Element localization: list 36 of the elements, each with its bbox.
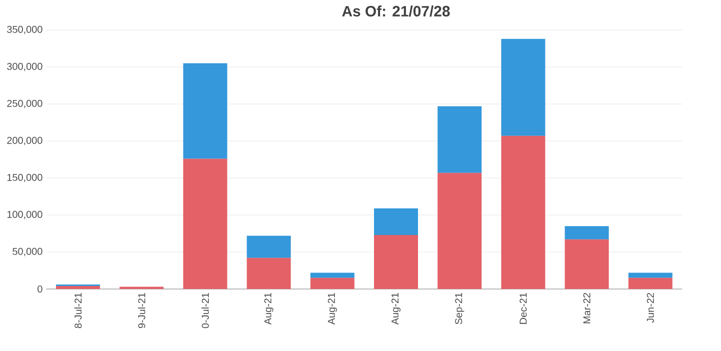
bar	[438, 172, 482, 289]
bar	[501, 136, 546, 289]
x-tick-label: Sep-21	[455, 293, 464, 324]
y-tick-label: 100,000	[7, 210, 42, 220]
y-tick-label: 150,000	[7, 174, 42, 182]
x-tick-label: Aug-21	[391, 293, 401, 325]
x-tick-label: 0-Jul-21	[202, 293, 209, 328]
bar	[564, 239, 609, 289]
bar	[310, 272, 354, 278]
y-tick-label: 300,000	[7, 62, 42, 72]
bar	[628, 278, 672, 289]
y-tick-label: 200,000	[7, 136, 42, 146]
x-tick-label: Aug-21	[264, 293, 274, 325]
bar	[183, 63, 228, 159]
chart-title: As Of: 21/07/28	[342, 6, 450, 17]
bar	[564, 226, 609, 240]
bar	[246, 236, 291, 258]
y-tick-label: 250,000	[7, 100, 42, 108]
bar	[628, 272, 672, 278]
bar	[501, 38, 546, 136]
bar	[310, 278, 354, 289]
y-tick-label: 50,000	[12, 248, 42, 256]
x-tick-label: Dec-21	[520, 293, 527, 324]
bar	[246, 258, 291, 289]
x-tick-label: Jun-22	[646, 293, 654, 323]
bar	[183, 158, 228, 289]
x-tick-label: 8-Jul-21	[74, 293, 82, 328]
bar	[374, 208, 418, 235]
y-tick-label: 350,000	[7, 26, 42, 34]
x-tick-label: 9-Jul-21	[138, 293, 146, 328]
bar	[56, 286, 100, 289]
bar	[438, 106, 482, 173]
x-tick-label: Aug-21	[328, 293, 337, 325]
x-tick-label: Mar-22	[583, 293, 590, 324]
bar	[374, 234, 418, 289]
y-tick-label: 0	[38, 285, 42, 293]
